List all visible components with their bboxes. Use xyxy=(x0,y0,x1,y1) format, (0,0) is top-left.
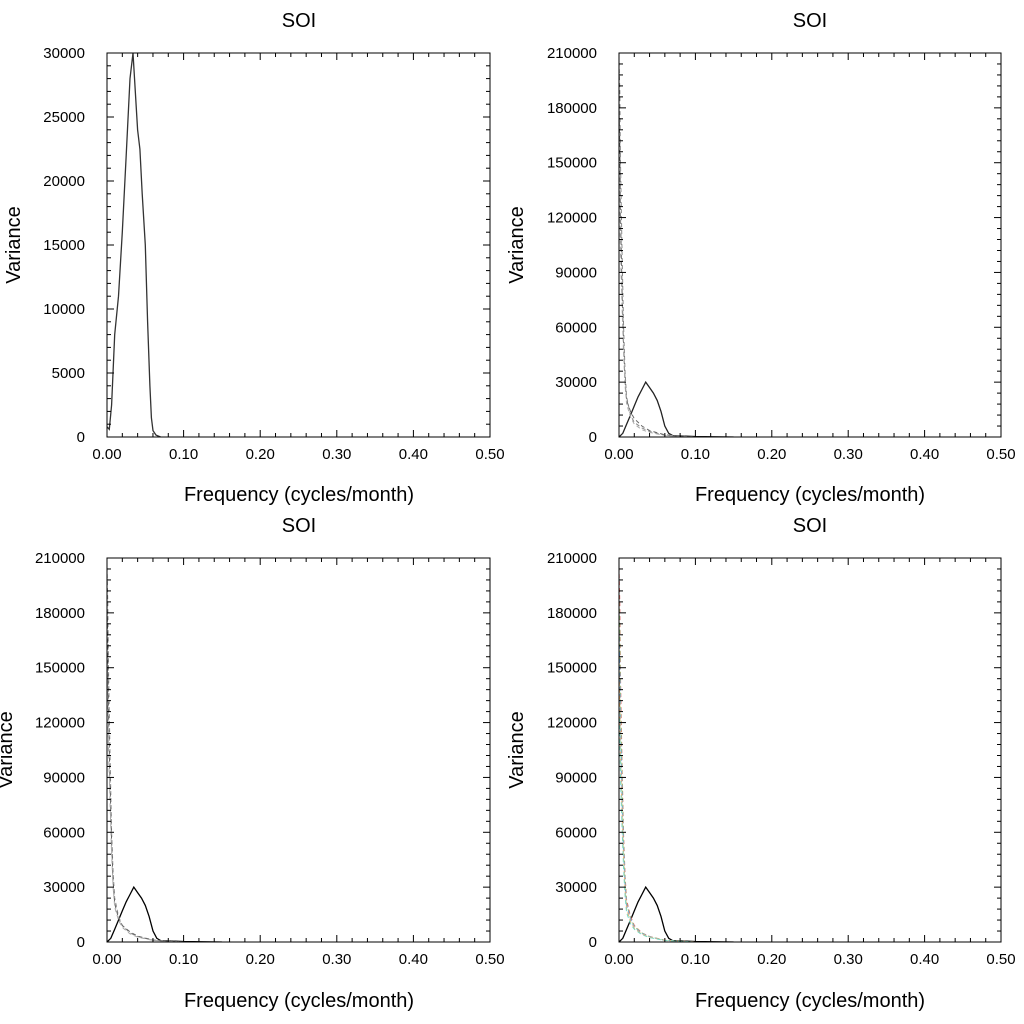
chart-panel-top-right: SOI Frequency (cycles/month) Variance 0.… xyxy=(506,10,1016,506)
y-tick-label: 90000 xyxy=(555,264,597,281)
x-axis-label: Frequency (cycles/month) xyxy=(184,484,414,506)
x-tick-label: 0.30 xyxy=(322,951,351,968)
x-tick-label: 0.20 xyxy=(757,446,786,463)
series-line-1 xyxy=(619,885,734,942)
y-tick-label: 30000 xyxy=(555,374,597,391)
x-tick-label: 0.50 xyxy=(986,446,1015,463)
chart-panel-top-left: SOI Frequency (cycles/month) Variance 0.… xyxy=(3,10,505,506)
y-tick-label: 0 xyxy=(77,934,85,951)
x-tick-label: 0.40 xyxy=(910,951,939,968)
y-tick-label: 180000 xyxy=(547,605,597,622)
x-tick-label: 0.10 xyxy=(169,951,198,968)
series-line-3 xyxy=(619,107,696,437)
x-tick-label: 0.10 xyxy=(681,446,710,463)
x-tick-label: 0.20 xyxy=(246,951,275,968)
plot-frame xyxy=(618,52,1002,438)
y-axis-label: Variance xyxy=(506,206,528,283)
x-tick-label: 0.00 xyxy=(92,951,121,968)
series-line-5 xyxy=(619,667,696,942)
x-tick-label: 0.40 xyxy=(399,951,428,968)
y-tick-label: 0 xyxy=(589,934,597,951)
series-group xyxy=(107,53,161,437)
plot-frame xyxy=(106,52,491,438)
y-axis-label: Variance xyxy=(3,206,25,283)
y-tick-label: 90000 xyxy=(555,769,597,786)
series-line-1 xyxy=(619,380,734,437)
chart-title: SOI xyxy=(793,515,827,537)
y-tick-label: 0 xyxy=(589,429,597,446)
y-tick-label: 30000 xyxy=(555,879,597,896)
x-tick-label: 0.10 xyxy=(681,951,710,968)
y-tick-label: 150000 xyxy=(547,155,597,172)
series-line-1 xyxy=(107,53,161,437)
series-line-1 xyxy=(107,885,222,942)
series-line-4 xyxy=(619,162,696,437)
y-tick-label: 210000 xyxy=(547,550,597,567)
x-tick-label: 0.50 xyxy=(475,951,504,968)
y-axis-label: Variance xyxy=(506,711,528,788)
series-group xyxy=(619,62,734,437)
y-tick-label: 180000 xyxy=(35,605,85,622)
x-axis-label: Frequency (cycles/month) xyxy=(695,990,925,1012)
series-line-4 xyxy=(619,631,696,942)
plot-frame xyxy=(106,557,491,943)
x-tick-label: 0.50 xyxy=(986,951,1015,968)
y-tick-label: 0 xyxy=(77,429,85,446)
y-tick-label: 25000 xyxy=(43,109,85,126)
y-tick-label: 120000 xyxy=(35,715,85,732)
x-axis-label: Frequency (cycles/month) xyxy=(695,484,925,506)
y-tick-label: 15000 xyxy=(43,237,85,254)
series-group xyxy=(107,567,222,942)
series-line-4 xyxy=(107,649,184,942)
y-tick-label: 210000 xyxy=(35,550,85,567)
x-tick-label: 0.00 xyxy=(604,446,633,463)
x-axis-label: Frequency (cycles/month) xyxy=(184,990,414,1012)
x-tick-label: 0.30 xyxy=(834,951,863,968)
series-line-2 xyxy=(619,567,696,942)
chart-title: SOI xyxy=(282,10,316,32)
x-tick-label: 0.40 xyxy=(910,446,939,463)
y-tick-label: 120000 xyxy=(547,210,597,227)
y-tick-label: 5000 xyxy=(52,365,85,382)
series-line-2 xyxy=(619,62,696,437)
y-axis-label: Variance xyxy=(0,711,17,788)
x-tick-label: 0.30 xyxy=(834,446,863,463)
series-line-3 xyxy=(107,603,184,942)
y-tick-label: 60000 xyxy=(43,824,85,841)
series-line-3 xyxy=(619,594,696,942)
chart-panel-bottom-right: SOI Frequency (cycles/month) Variance 0.… xyxy=(506,515,1016,1012)
y-tick-label: 60000 xyxy=(555,319,597,336)
series-line-2 xyxy=(107,567,184,942)
y-tick-label: 60000 xyxy=(555,824,597,841)
y-tick-label: 210000 xyxy=(547,45,597,62)
x-tick-label: 0.20 xyxy=(757,951,786,968)
y-tick-label: 30000 xyxy=(43,45,85,62)
x-tick-label: 0.20 xyxy=(246,446,275,463)
y-tick-label: 90000 xyxy=(43,769,85,786)
x-tick-label: 0.10 xyxy=(169,446,198,463)
x-tick-label: 0.50 xyxy=(475,446,504,463)
y-tick-label: 10000 xyxy=(43,301,85,318)
x-tick-label: 0.30 xyxy=(322,446,351,463)
y-tick-label: 150000 xyxy=(547,660,597,677)
y-tick-label: 150000 xyxy=(35,660,85,677)
x-tick-label: 0.00 xyxy=(92,446,121,463)
y-tick-label: 20000 xyxy=(43,173,85,190)
y-tick-label: 180000 xyxy=(547,100,597,117)
x-tick-label: 0.00 xyxy=(604,951,633,968)
chart-panel-bottom-left: SOI Frequency (cycles/month) Variance 0.… xyxy=(0,515,505,1012)
chart-title: SOI xyxy=(282,515,316,537)
chart-title: SOI xyxy=(793,10,827,32)
series-group xyxy=(619,567,734,942)
x-tick-label: 0.40 xyxy=(399,446,428,463)
y-tick-label: 30000 xyxy=(43,879,85,896)
y-tick-label: 120000 xyxy=(547,715,597,732)
plot-frame xyxy=(618,557,1002,943)
